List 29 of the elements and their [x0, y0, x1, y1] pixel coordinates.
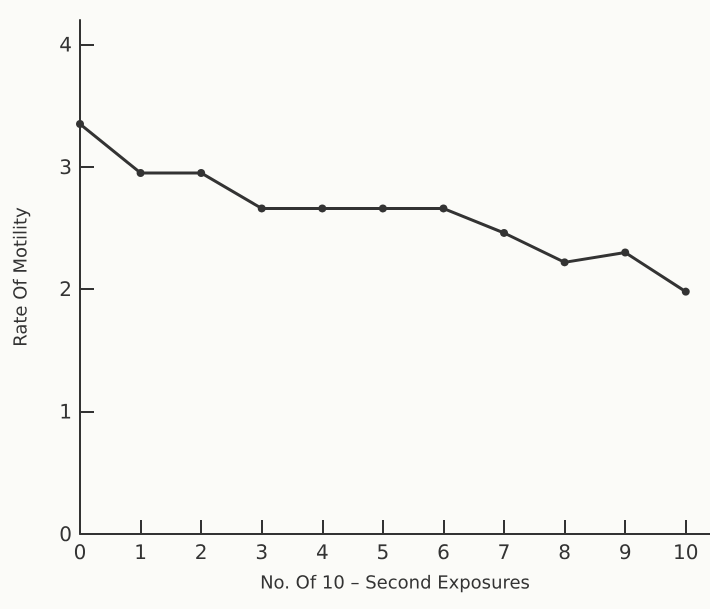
point [197, 168, 206, 177]
y-tick-label: 1 [59, 400, 72, 424]
x-tick-label: 5 [376, 540, 390, 564]
x-tick-label: 0 [74, 540, 86, 564]
point [136, 168, 145, 177]
x-tick-label: 9 [618, 540, 632, 564]
x-tick-label: 4 [316, 540, 329, 564]
point [621, 248, 630, 257]
point [378, 204, 387, 212]
y-tick-label: 4 [59, 32, 72, 56]
point [439, 204, 448, 212]
x-tick-label: 2 [194, 540, 208, 564]
y-tick-label: 3 [59, 154, 72, 179]
point [258, 204, 266, 212]
x-tick-label: 7 [498, 540, 510, 564]
x-axis-title: No. Of 10 – Second Exposures [260, 572, 530, 594]
point [318, 204, 326, 212]
y-axis-title: Rate Of Motility [10, 206, 32, 347]
x-tick-label: 8 [558, 540, 571, 564]
y-tick-label: 2 [59, 277, 72, 302]
point [682, 288, 690, 296]
x-tick-label: 10 [673, 540, 698, 564]
x-tick-label: 1 [134, 540, 147, 564]
y-tick-label: 0 [59, 522, 72, 546]
point [76, 120, 84, 128]
point [560, 258, 569, 266]
point [500, 228, 508, 237]
x-tick-label: 3 [255, 540, 268, 564]
x-tick-label: 6 [437, 540, 450, 564]
